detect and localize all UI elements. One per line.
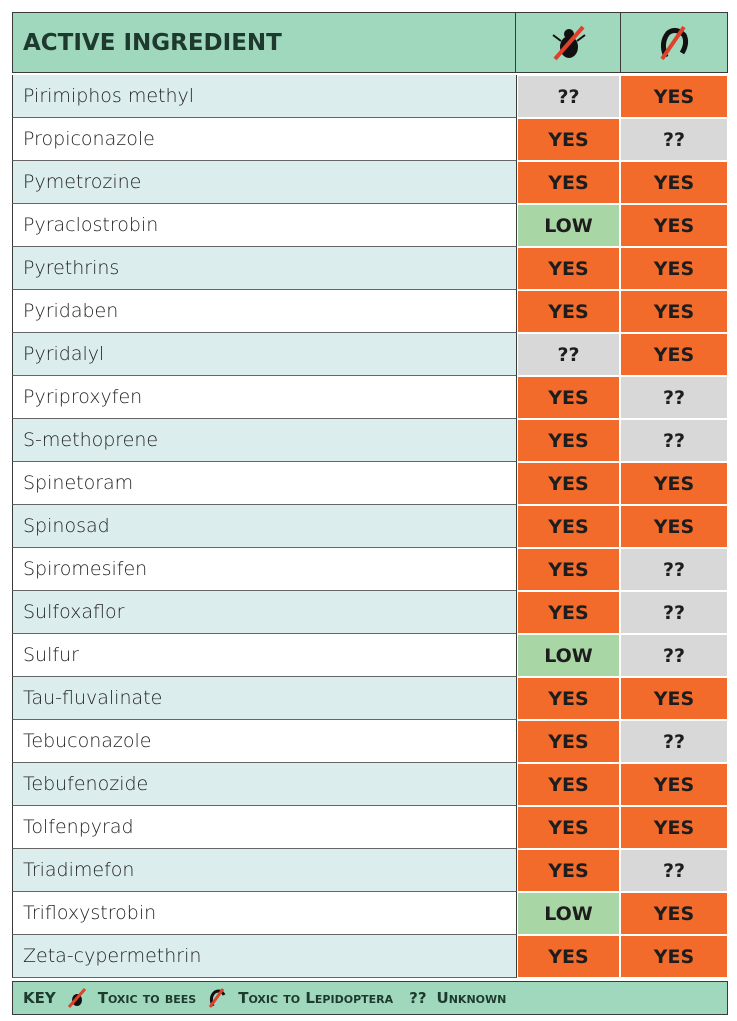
toxicity-cell: YES [517, 419, 620, 462]
toxicity-cell: ?? [620, 376, 728, 419]
toxicity-cell: YES [517, 935, 620, 978]
toxicity-cell: ?? [620, 118, 728, 161]
lepidoptera-header [620, 12, 728, 73]
toxicity-cell: YES [620, 161, 728, 204]
ingredient-name: Pirimiphos methyl [12, 75, 517, 118]
key-unknown-symbol: ?? [409, 989, 427, 1007]
key-label: KEY [23, 989, 56, 1007]
toxicity-cell: YES [620, 935, 728, 978]
toxicity-cell: YES [517, 720, 620, 763]
ingredient-name: Sulfoxaflor [12, 591, 517, 634]
toxicity-cell: YES [620, 290, 728, 333]
toxicity-cell: YES [517, 763, 620, 806]
toxicity-cell: YES [620, 892, 728, 935]
bee-header [515, 12, 622, 73]
ingredient-name: Tolfenpyrad [12, 806, 517, 849]
key-unknown: Unknown [436, 989, 507, 1007]
ingredient-name: Triadimefon [12, 849, 517, 892]
toxicity-cell: ?? [620, 419, 728, 462]
ingredient-name: Tebuconazole [12, 720, 517, 763]
key-bee-icon [67, 988, 86, 1008]
ingredient-name: Tau-fluvalinate [12, 677, 517, 720]
ingredient-name: Tebufenozide [12, 763, 517, 806]
ingredient-name: Sulfur [12, 634, 517, 677]
toxicity-cell: YES [620, 204, 728, 247]
toxicity-cell: LOW [517, 204, 620, 247]
toxicity-cell: ?? [620, 548, 728, 591]
key-row: KEY Toxic to bees Toxic to Lepidoptera ?… [12, 981, 728, 1015]
key-bees: Toxic to bees [97, 989, 197, 1007]
toxicity-cell: YES [517, 118, 620, 161]
ingredient-name: Pyridalyl [12, 333, 517, 376]
ingredient-name: Pyridaben [12, 290, 517, 333]
toxicity-cell: YES [620, 677, 728, 720]
toxicity-cell: YES [517, 462, 620, 505]
toxicity-cell: ?? [517, 75, 620, 118]
toxicity-cell: YES [620, 333, 728, 376]
toxicity-cell: ?? [620, 720, 728, 763]
toxicity-cell: LOW [517, 892, 620, 935]
toxicity-cell: YES [517, 591, 620, 634]
toxicity-cell: YES [620, 75, 728, 118]
toxicity-cell: YES [517, 161, 620, 204]
ingredient-name: Propiconazole [12, 118, 517, 161]
toxicity-cell: YES [517, 849, 620, 892]
table: ACTIVE INGREDIENT KEY Toxic to bees Toxi… [12, 12, 728, 1017]
ingredient-name: S-methoprene [12, 419, 517, 462]
toxicity-cell: YES [517, 548, 620, 591]
key-caterpillar-icon [209, 988, 226, 1008]
toxicity-cell: LOW [517, 634, 620, 677]
ingredient-name: Pymetrozine [12, 161, 517, 204]
ingredient-name: Trifloxystrobin [12, 892, 517, 935]
toxicity-cell: YES [517, 505, 620, 548]
caterpillar-icon [660, 25, 689, 60]
toxicity-cell: YES [517, 247, 620, 290]
toxicity-cell: YES [620, 247, 728, 290]
toxicity-cell: YES [620, 763, 728, 806]
toxicity-cell: YES [517, 806, 620, 849]
toxicity-cell: ?? [620, 849, 728, 892]
bee-icon [551, 25, 586, 60]
toxicity-cell: ?? [620, 634, 728, 677]
ingredient-name: Pyriproxyfen [12, 376, 517, 419]
toxicity-cell: YES [517, 290, 620, 333]
toxicity-cell: YES [620, 806, 728, 849]
toxicity-cell: ?? [517, 333, 620, 376]
ingredient-name: Spiromesifen [12, 548, 517, 591]
key-lepidoptera: Toxic to Lepidoptera [238, 989, 394, 1007]
ingredient-name: Pyrethrins [12, 247, 517, 290]
toxicity-cell: YES [620, 462, 728, 505]
toxicity-cell: ?? [620, 591, 728, 634]
header-text: ACTIVE INGREDIENT [23, 29, 282, 56]
toxicity-cell: YES [517, 376, 620, 419]
ingredient-name: Spinosad [12, 505, 517, 548]
toxicity-cell: YES [620, 505, 728, 548]
ingredient-name: Spinetoram [12, 462, 517, 505]
header-cell: ACTIVE INGREDIENT [12, 12, 517, 73]
toxicity-cell: YES [517, 677, 620, 720]
ingredient-name: Zeta-cypermethrin [12, 935, 517, 978]
ingredient-name: Pyraclostrobin [12, 204, 517, 247]
